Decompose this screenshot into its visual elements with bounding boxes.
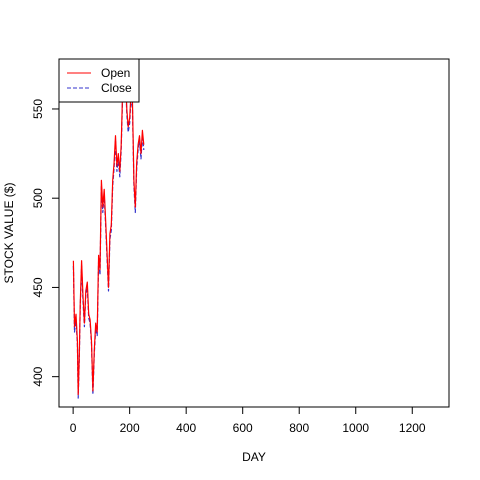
x-tick-label: 600 — [233, 421, 253, 435]
y-axis-title: STOCK VALUE ($) — [2, 183, 16, 284]
y-tick-label: 550 — [31, 99, 45, 119]
y-tick-label: 500 — [31, 188, 45, 208]
x-tick-label: 400 — [176, 421, 196, 435]
y-tick-label: 450 — [31, 277, 45, 297]
x-axis-title: DAY — [242, 450, 266, 464]
legend-label-open: Open — [101, 66, 130, 80]
y-tick-label: 400 — [31, 366, 45, 386]
y-axis: 400 450 500 550 — [31, 99, 60, 387]
x-tick-label: 1000 — [342, 421, 369, 435]
legend-label-close: Close — [101, 81, 132, 95]
x-tick-label: 1200 — [399, 421, 426, 435]
x-axis: 0 200 400 600 800 1000 1200 — [70, 406, 426, 435]
x-tick-label: 800 — [289, 421, 309, 435]
legend-box — [58, 58, 140, 103]
x-tick-label: 0 — [70, 421, 77, 435]
x-tick-label: 200 — [120, 421, 140, 435]
